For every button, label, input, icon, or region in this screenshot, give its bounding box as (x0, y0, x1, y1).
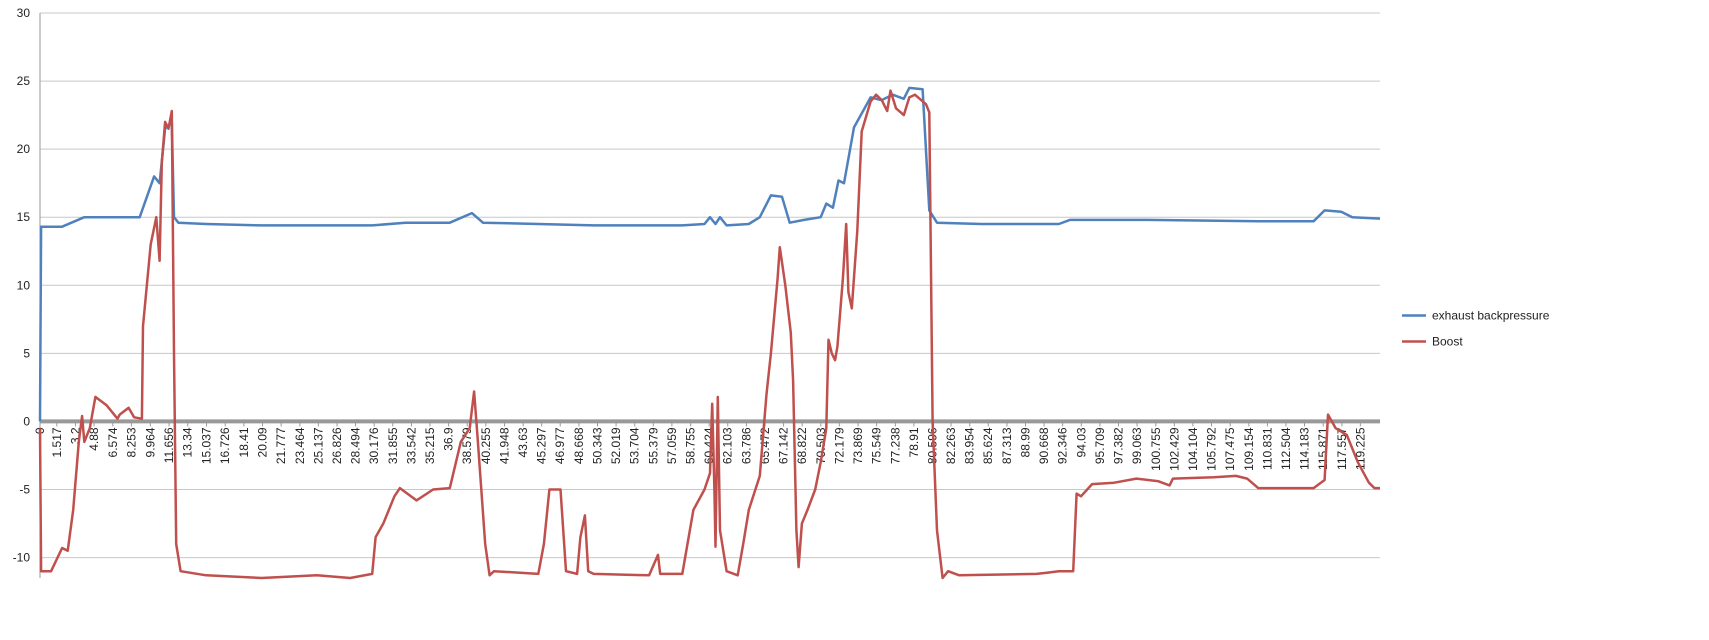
y-tick-label: -10 (13, 551, 31, 565)
y-tick-label: 10 (17, 278, 31, 292)
series-line (38, 89, 1380, 580)
x-tick-label: 36.9 (442, 427, 456, 451)
x-tick-label: 110.831 (1260, 427, 1274, 470)
x-tick-label: 18.41 (237, 427, 251, 457)
x-tick-label: 107.475 (1223, 427, 1237, 471)
x-tick-label: 75.549 (870, 427, 884, 464)
x-tick-label: 102.429 (1167, 427, 1181, 471)
x-tick-label: 25.137 (311, 427, 325, 464)
x-tick-label: 83.954 (963, 427, 977, 464)
x-tick-label: 95.709 (1093, 427, 1107, 464)
x-tick-label: 57.059 (665, 427, 679, 464)
x-tick-label: 43.63 (516, 427, 530, 457)
x-tick-label: 82.263 (944, 427, 958, 464)
y-tick-label: 5 (23, 346, 30, 360)
x-tick-label: 117.557 (1335, 427, 1349, 470)
x-tick-label: 41.948 (498, 427, 512, 464)
x-tick-label: 8.253 (124, 427, 138, 457)
x-tick-label: 16.726 (218, 427, 232, 464)
series-line (38, 86, 1381, 422)
y-tick-label: 25 (17, 74, 31, 88)
x-tick-label: 63.786 (739, 427, 753, 464)
x-tick-label: 90.668 (1037, 427, 1051, 464)
x-tick-label: 35.215 (423, 427, 437, 464)
x-tick-label: 55.379 (646, 427, 660, 464)
legend-label: exhaust backpressure (1432, 309, 1550, 323)
x-tick-label: 68.822 (795, 427, 809, 464)
x-tick-label: 99.063 (1130, 427, 1144, 464)
x-tick-label: 45.297 (535, 427, 549, 464)
x-tick-label: 94.03 (1074, 427, 1088, 457)
x-tick-label: 26.826 (330, 427, 344, 464)
x-tick-label: 33.542 (404, 427, 418, 464)
x-tick-label: 92.346 (1056, 427, 1070, 464)
y-tick-label: -5 (19, 483, 30, 497)
x-tick-label: 114.183 (1298, 427, 1312, 470)
x-tick-label: 78.91 (907, 427, 921, 457)
x-tick-label: 112.504 (1279, 427, 1293, 470)
legend-label: Boost (1432, 335, 1463, 349)
x-tick-label: 105.792 (1205, 427, 1219, 471)
x-tick-label: 104.104 (1186, 427, 1200, 471)
x-tick-label: 53.704 (628, 427, 642, 464)
x-tick-label: 62.103 (721, 427, 735, 464)
x-tick-label: 88.99 (1019, 427, 1033, 457)
x-tick-label: 50.343 (591, 427, 605, 464)
x-tick-label: 13.34 (181, 427, 195, 457)
x-tick-label: 23.464 (293, 427, 307, 464)
x-tick-label: 11.656 (162, 427, 176, 463)
x-tick-label: 97.382 (1111, 427, 1125, 464)
y-tick-label: 0 (23, 414, 30, 428)
x-tick-label: 15.037 (200, 427, 214, 464)
x-tick-label: 28.494 (349, 427, 363, 464)
x-tick-label: 46.977 (553, 427, 567, 464)
x-tick-label: 9.964 (143, 427, 157, 457)
x-tick-label: 58.755 (684, 427, 698, 464)
x-tick-label: 31.855 (386, 427, 400, 464)
x-tick-label: 4.88 (87, 427, 101, 451)
x-tick-label: 85.624 (981, 427, 995, 464)
x-tick-label: 72.179 (832, 427, 846, 464)
y-tick-label: 15 (17, 210, 31, 224)
x-tick-label: 1.517 (50, 427, 64, 457)
x-tick-label: 77.238 (888, 427, 902, 464)
x-tick-label: 87.313 (1000, 427, 1014, 464)
y-tick-label: 30 (17, 6, 31, 20)
y-tick-label: 20 (17, 142, 31, 156)
x-tick-label: 21.777 (274, 427, 288, 464)
x-tick-label: 20.09 (255, 427, 269, 457)
x-tick-label: 73.869 (851, 427, 865, 464)
x-tick-label: 109.154 (1242, 427, 1256, 471)
x-tick-label: 48.668 (572, 427, 586, 464)
x-tick-label: 100.755 (1149, 427, 1163, 471)
x-tick-label: 40.255 (479, 427, 493, 464)
x-tick-label: 6.574 (106, 427, 120, 457)
x-tick-label: 119.225 (1353, 427, 1367, 470)
x-tick-label: 67.142 (777, 427, 791, 464)
x-tick-label: 30.176 (367, 427, 381, 464)
x-tick-label: 52.019 (609, 427, 623, 464)
